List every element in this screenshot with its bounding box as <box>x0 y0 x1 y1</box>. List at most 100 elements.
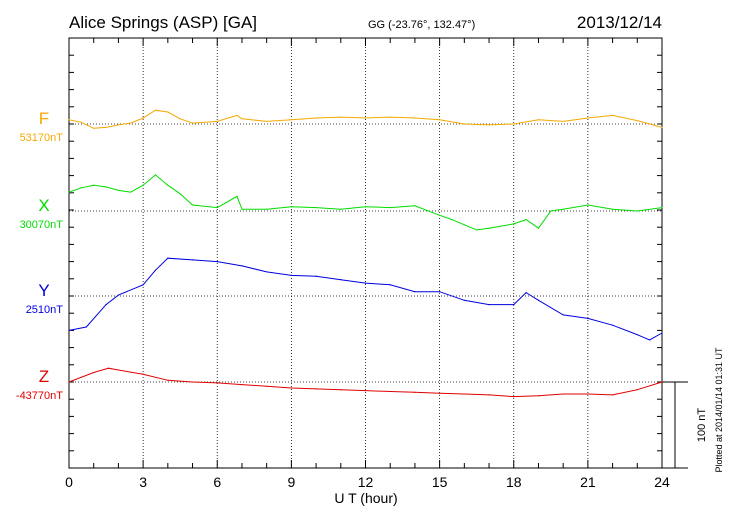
data-point-x <box>315 206 317 209</box>
data-point-y <box>85 326 87 328</box>
data-point-f <box>236 114 238 116</box>
data-point-z <box>93 371 95 374</box>
data-point-f <box>191 122 194 124</box>
data-point-x <box>562 208 564 210</box>
data-point-y <box>661 332 663 334</box>
data-point-f <box>80 121 82 123</box>
data-point-x <box>661 206 663 209</box>
data-point-z <box>587 393 589 395</box>
data-point-y <box>513 304 515 306</box>
data-point-f <box>290 119 292 121</box>
x-tick-label: 21 <box>580 474 596 490</box>
data-point-y <box>389 284 391 286</box>
data-point-x <box>236 195 238 197</box>
data-point-x <box>266 208 268 210</box>
data-point-y <box>611 324 614 326</box>
data-point-f <box>488 124 490 126</box>
data-point-y <box>266 271 268 273</box>
data-point-z <box>636 389 638 391</box>
data-point-z <box>107 367 110 369</box>
data-point-f <box>414 117 416 119</box>
baseline-value-y: 2510nT <box>26 304 64 316</box>
data-point-f <box>117 124 120 126</box>
data-point-z <box>68 381 70 383</box>
data-point-x <box>463 224 465 226</box>
data-point-f <box>105 126 107 129</box>
data-point-x <box>488 227 490 229</box>
data-point-z <box>414 391 416 393</box>
data-point-x <box>451 219 453 221</box>
data-point-z <box>364 390 367 392</box>
data-point-x <box>167 184 169 186</box>
data-point-y <box>290 274 292 276</box>
data-point-f <box>389 116 391 118</box>
data-point-x <box>587 204 589 206</box>
chart-subtitle: GG (-23.76°, 132.47°) <box>368 19 475 31</box>
data-point-y <box>315 275 317 277</box>
data-point-z <box>117 369 120 371</box>
data-point-y <box>636 334 638 336</box>
data-point-z <box>661 381 663 383</box>
data-point-f <box>154 109 157 111</box>
data-point-y <box>562 314 564 316</box>
data-point-x <box>216 206 218 209</box>
data-point-f <box>636 119 638 122</box>
baseline-value-f: 53170nT <box>20 132 64 144</box>
series-label-x: X <box>38 196 49 215</box>
data-point-x <box>476 229 478 231</box>
x-tick-label: 9 <box>287 474 295 490</box>
data-point-x <box>537 227 540 229</box>
data-point-y <box>414 291 416 293</box>
baseline-value-x: 30070nT <box>20 219 64 231</box>
data-point-z <box>216 382 218 384</box>
series-label-y: Y <box>38 281 49 300</box>
data-point-x <box>290 206 292 208</box>
data-point-x <box>636 210 638 212</box>
data-point-x <box>389 206 391 209</box>
data-point-x <box>179 193 181 195</box>
data-point-z <box>315 388 317 390</box>
data-point-f <box>68 119 70 121</box>
data-point-z <box>488 394 490 396</box>
data-point-f <box>587 117 589 119</box>
data-point-z <box>389 390 391 393</box>
data-point-y <box>525 291 527 294</box>
x-tick-label: 24 <box>654 474 670 490</box>
data-point-f <box>439 119 441 121</box>
data-point-z <box>340 389 342 391</box>
data-point-x <box>340 208 342 210</box>
data-point-y <box>68 329 70 331</box>
data-point-x <box>191 204 194 206</box>
x-tick-label: 15 <box>432 474 448 490</box>
data-point-z <box>611 394 614 396</box>
data-point-f <box>130 122 132 124</box>
chart-title: Alice Springs (ASP) [GA] <box>69 13 257 32</box>
data-point-f <box>241 118 243 120</box>
x-tick-label: 12 <box>358 474 374 490</box>
data-point-x <box>611 208 614 210</box>
baseline-value-z: -43770nT <box>16 390 63 402</box>
data-point-f <box>266 120 268 123</box>
data-point-x <box>154 174 157 176</box>
data-point-x <box>105 186 107 188</box>
data-point-x <box>439 214 441 216</box>
data-point-y <box>216 261 218 263</box>
data-point-z <box>241 383 243 386</box>
data-point-y <box>439 291 441 293</box>
data-point-x <box>93 184 95 186</box>
data-point-x <box>550 210 552 212</box>
data-point-f <box>562 120 564 123</box>
data-point-x <box>142 184 144 186</box>
data-point-z <box>463 393 465 395</box>
data-point-f <box>611 114 614 116</box>
data-point-z <box>167 379 169 381</box>
data-point-x <box>241 208 243 210</box>
data-point-x <box>130 191 132 193</box>
x-tick-label: 18 <box>506 474 522 490</box>
data-point-y <box>191 259 194 261</box>
data-point-x <box>68 191 70 193</box>
chart-date: 2013/12/14 <box>577 13 662 32</box>
data-point-x <box>364 206 367 208</box>
